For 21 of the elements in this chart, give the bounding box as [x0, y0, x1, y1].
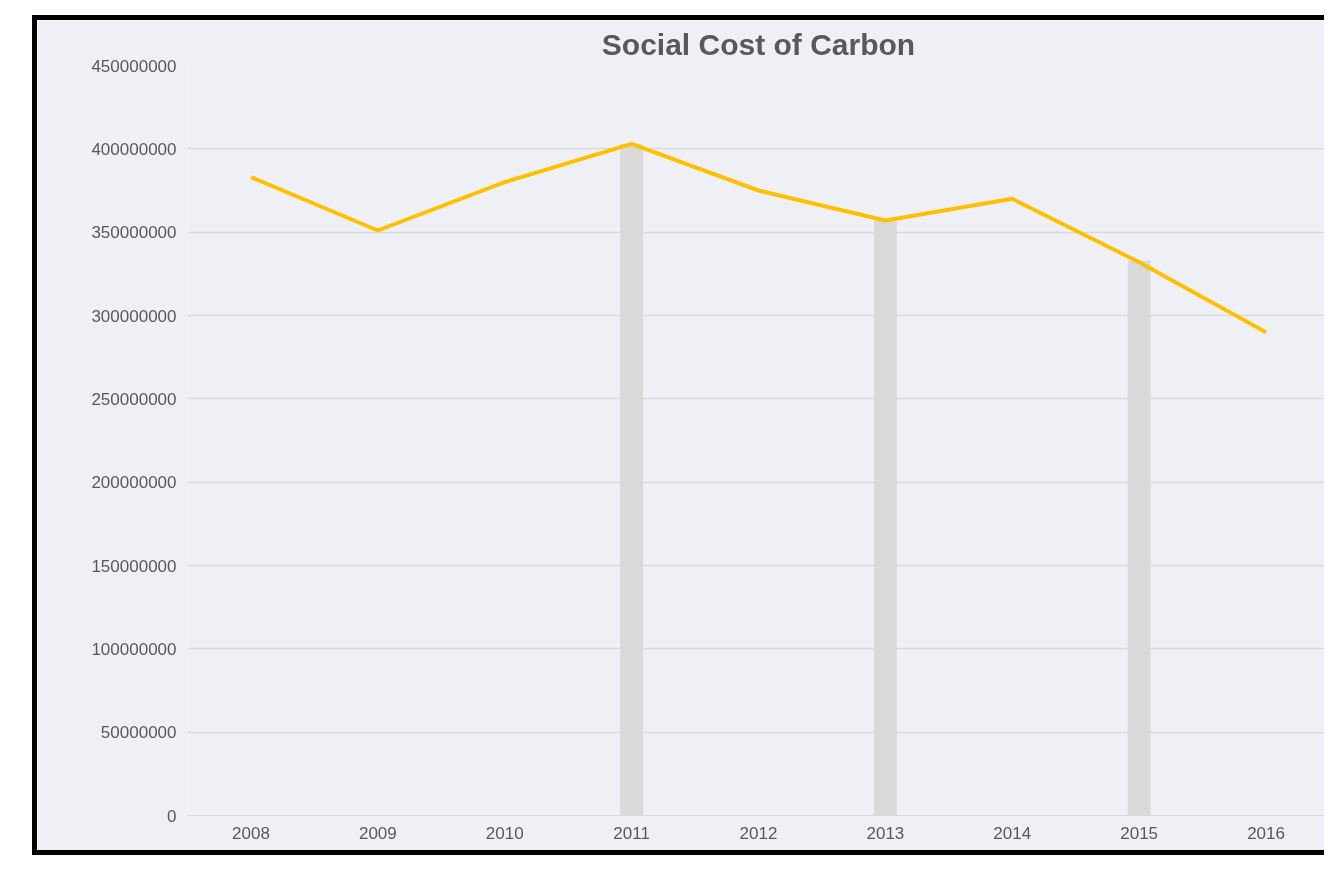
- x-tick-label: 2008: [232, 823, 270, 843]
- chart-title: Social Cost of Carbon: [601, 27, 916, 61]
- x-tick-label: 2015: [1120, 823, 1159, 843]
- y-tick-label: 50000000: [100, 723, 177, 743]
- y-tick-label: 100000000: [91, 639, 177, 659]
- line-series: [248, 141, 1269, 335]
- y-tick-label: 250000000: [91, 389, 177, 409]
- y-tick-label: 0: [167, 806, 177, 826]
- y-tick-label: 150000000: [91, 556, 177, 576]
- x-tick-label: 2012: [739, 823, 778, 843]
- y-tick-label: 450000000: [91, 56, 177, 76]
- x-tick-label: 2016: [1247, 823, 1285, 843]
- y-tick-label: 300000000: [91, 306, 177, 326]
- x-tick-label: 2014: [993, 823, 1032, 843]
- y-tick-label: 350000000: [91, 223, 177, 243]
- x-tick-label: 2011: [613, 823, 650, 843]
- x-tick-label: 2013: [866, 823, 905, 843]
- y-tick-label: 400000000: [91, 139, 177, 159]
- y-tick-label: 200000000: [91, 473, 177, 493]
- x-tick-label: 2010: [485, 823, 524, 843]
- x-tick-label: 2009: [358, 823, 397, 843]
